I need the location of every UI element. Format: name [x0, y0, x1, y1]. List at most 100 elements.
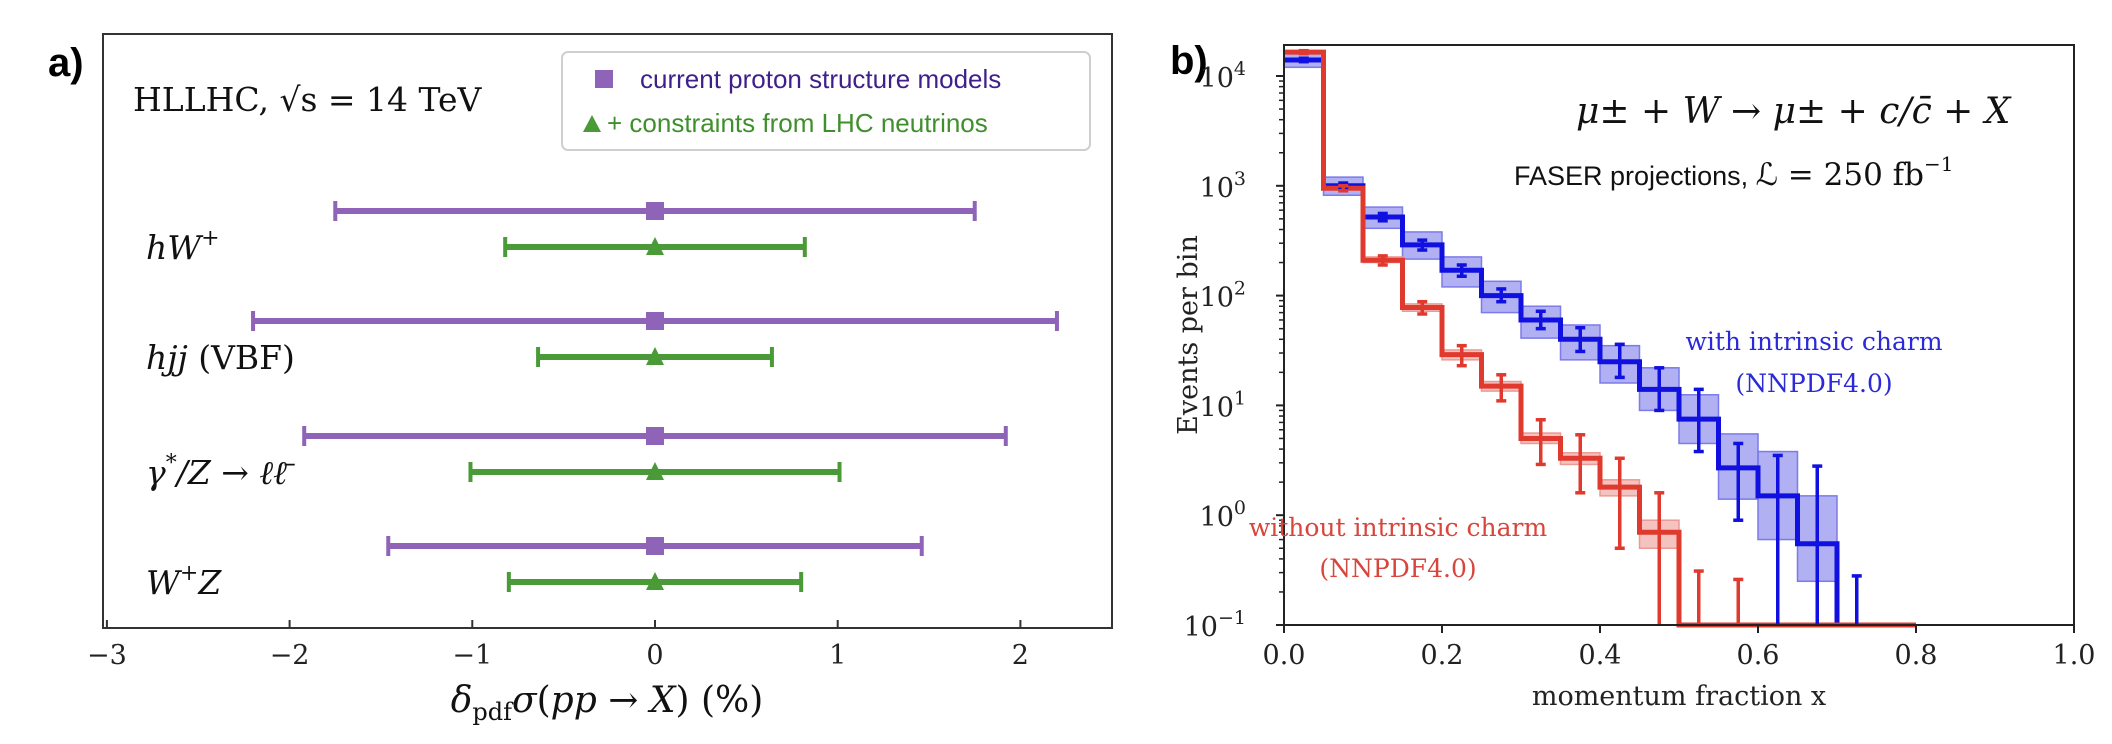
errorbar-constrained — [536, 347, 774, 367]
x-tick-label: −2 — [270, 640, 310, 671]
panel-a-annotation: HLLHC, √s = 14 TeV — [133, 80, 482, 119]
marker-square — [646, 427, 664, 445]
x-tick-label: 0.2 — [1421, 640, 1464, 671]
y-tick-label: 102 — [1200, 278, 1246, 314]
y-tick-exp: 0 — [1234, 497, 1246, 519]
subtitle-sup: −1 — [1924, 152, 1953, 176]
histogram-step-with-ic — [1284, 57, 1916, 628]
row-label: hW+ — [146, 226, 220, 267]
row-label-main: γ — [146, 453, 166, 492]
marker-triangle — [646, 347, 664, 365]
stat-errorbar — [1377, 254, 1388, 267]
stat-errorbar — [1772, 453, 1783, 625]
stat-errorbar — [1535, 418, 1546, 467]
legend-entry-current: current proton structure models — [640, 64, 1001, 94]
x-tick-label: 0.0 — [1263, 640, 1306, 671]
y-tick-label: 100 — [1200, 497, 1246, 533]
stat-errorbar — [1298, 56, 1309, 64]
errorbar-current — [386, 536, 924, 556]
row-label-suffix: /Z → ℓℓ̄ — [174, 453, 296, 492]
y-tick-exp: −1 — [1218, 607, 1246, 629]
y-tick-base: 10 — [1184, 612, 1218, 643]
y-tick-label: 10−1 — [1184, 607, 1246, 643]
x-tick-label: 0.6 — [1737, 640, 1780, 671]
panel-a: a) HLLHC, √s = 14 TeV current proton str… — [48, 33, 1113, 726]
marker-square — [646, 312, 664, 330]
y-tick-exp: 3 — [1234, 168, 1246, 190]
row-label: hjj (VBF) — [146, 338, 295, 377]
x-tick-label: −3 — [87, 640, 127, 671]
label-without-intrinsic-charm-pdf: (NNPDF4.0) — [1319, 554, 1476, 583]
subtitle-text: FASER projections, — [1514, 161, 1756, 191]
errorbar-constrained — [468, 462, 842, 482]
stat-errorbar — [1456, 263, 1467, 279]
x-tick-label: 0 — [646, 640, 663, 671]
x-tick-label: 1.0 — [2053, 640, 2096, 671]
row-label-main: hjj — [146, 338, 188, 377]
stat-errorbar — [1338, 184, 1349, 193]
panel-a-legend: current proton structure models + constr… — [561, 51, 1091, 151]
y-tick-label: 103 — [1200, 168, 1246, 204]
row-label: γ*/Z → ℓℓ̄ — [146, 451, 296, 492]
x-tick-label: 2 — [1012, 640, 1029, 671]
row-label: W+Z — [146, 561, 222, 602]
y-tick-base: 10 — [1200, 63, 1234, 94]
y-tick-base: 10 — [1200, 283, 1234, 314]
panel-b-title: μ± + W → μ± + c/c̄ + X — [1576, 91, 2012, 132]
row-label-main: W — [146, 563, 183, 602]
x-tick-label: −1 — [452, 640, 492, 671]
stat-errorbar — [1575, 433, 1586, 495]
panel-b-plot-frame — [1283, 44, 2075, 626]
stat-errorbar — [1298, 48, 1309, 56]
row-label-suffix: Z — [197, 563, 222, 602]
legend-box — [561, 51, 1091, 151]
panel-a-x-axis: −3 −2 −1 0 1 2 — [87, 620, 1029, 671]
row-label-sup: + — [180, 561, 198, 586]
panel-a-row-labels: hW+hjj (VBF)γ*/Z → ℓℓ̄W+Z — [146, 226, 296, 602]
errorbar-constrained — [506, 572, 804, 592]
y-tick-label: 104 — [1200, 58, 1246, 94]
label-without-intrinsic-charm: without intrinsic charm — [1249, 513, 1548, 542]
stat-errorbar — [1733, 441, 1744, 522]
panel-a-errorbars — [251, 201, 1059, 592]
stat-errorbar — [1496, 373, 1507, 403]
stat-errorbar — [1812, 464, 1823, 625]
label-with-intrinsic-charm: with intrinsic charm — [1685, 327, 1942, 356]
stat-errorbar — [1654, 366, 1665, 413]
legend-marker-triangle-icon — [583, 115, 601, 132]
errorbar-current — [302, 426, 1008, 446]
panel-b: b) 0.0 0.2 0.4 0.6 0.8 1.010−1100101102103104… — [1170, 39, 2095, 712]
stat-errorbar — [1851, 574, 1862, 625]
y-tick-label: 101 — [1200, 387, 1246, 423]
y-tick-base: 10 — [1200, 392, 1234, 423]
errorbar-current — [251, 311, 1059, 331]
panel-a-xlabel: δpdfσ(pp → X) (%) — [451, 680, 764, 726]
row-label-main: hW — [146, 228, 204, 267]
stat-errorbar — [1575, 325, 1586, 354]
panel-b-ylabel: Events per bin — [1173, 235, 1204, 435]
y-tick-base: 10 — [1200, 502, 1234, 533]
y-tick-exp: 2 — [1234, 278, 1246, 300]
row-label-suffix: (VBF) — [188, 338, 295, 377]
marker-triangle — [646, 237, 664, 255]
marker-square — [646, 537, 664, 555]
row-label-sup: * — [166, 451, 177, 476]
errorbar-current — [333, 201, 977, 221]
stat-errorbar — [1417, 238, 1428, 252]
stat-errorbar — [1693, 387, 1704, 454]
stat-errorbar — [1654, 491, 1665, 625]
panel-b-stat-errorbars — [1298, 48, 1862, 625]
panel-b-subtitle: FASER projections, ℒ = 250 fb−1 — [1514, 152, 1953, 193]
stat-errorbar — [1535, 309, 1546, 331]
marker-triangle — [646, 462, 664, 480]
stat-errorbar — [1693, 569, 1704, 625]
x-tick-label: 0.4 — [1579, 640, 1622, 671]
row-label-sup: + — [201, 226, 219, 251]
panel-b-label: b) — [1170, 39, 1208, 83]
stat-errorbar — [1614, 456, 1625, 551]
y-tick-base: 10 — [1200, 173, 1234, 204]
subtitle-math: ℒ = 250 fb — [1756, 157, 1924, 193]
y-tick-exp: 4 — [1234, 58, 1246, 80]
marker-square — [646, 202, 664, 220]
